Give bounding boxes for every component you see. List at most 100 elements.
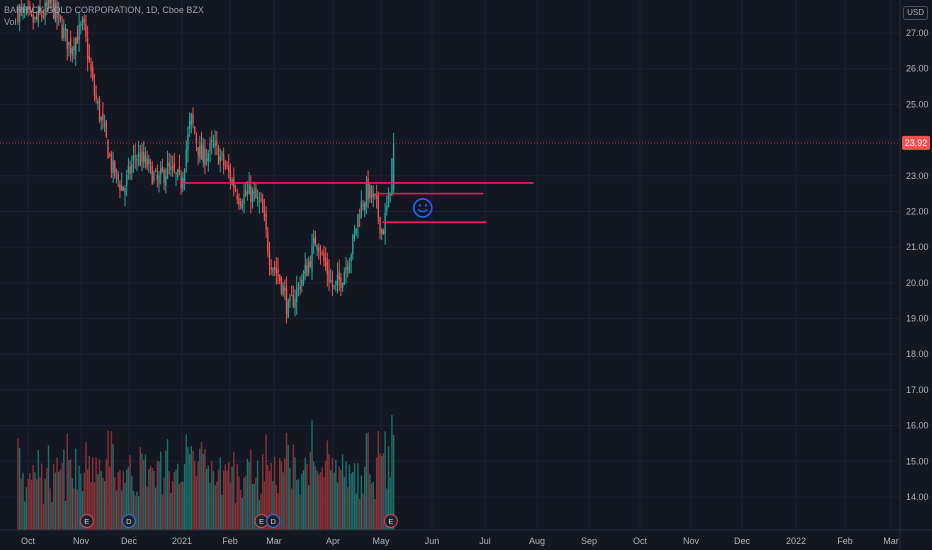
candle-body [76,36,79,44]
volume-bar [66,433,68,530]
volume-bar [56,457,58,530]
candle-body [175,173,177,175]
candle-body [41,15,43,17]
volume-bar [239,489,242,530]
volume-bar [103,480,106,530]
smiley-icon[interactable] [412,198,433,218]
volume-bar [85,442,87,530]
volume-bar [381,455,383,530]
volume-bar [207,465,210,530]
candle-body [134,155,136,157]
volume-bar [119,469,121,530]
candle-body [34,17,36,20]
candle-body [183,169,186,183]
price-axis[interactable]: 14.00 15.00 16.00 17.00 18.00 19.00 20.00 21.00… [899,0,930,550]
candle-body [71,48,74,56]
volume-bar [160,451,162,530]
volume-bar [148,469,150,530]
candle-body [330,279,332,281]
volume-bar [102,477,104,530]
candle-body [32,14,34,23]
time-tick-label: May [372,536,390,546]
last-price-tag[interactable] [902,135,930,150]
drawings[interactable] [0,142,900,223]
candle-body [345,266,347,274]
last-price-label: 23.92 [905,138,928,148]
volume-bar [294,457,296,530]
candle-body [341,283,344,289]
volume-bar [32,464,34,530]
time-axis[interactable]: Oct Nov Dec 2021 Feb Mar Apr May Jun Jul Aug Sep Oct… [0,529,932,546]
volume-bar [183,463,186,530]
volume-bar [326,440,329,530]
volume-bar [229,482,232,530]
volume-bar [146,486,148,530]
candle-body [56,1,58,19]
volume-bar [88,455,91,530]
candle-body [338,271,340,280]
volume-bar [319,471,322,530]
volume-bar [205,468,208,530]
candle-body [126,175,128,186]
legend-interval: 1D [145,5,158,15]
volume-bar [51,502,53,530]
volume-bar [18,447,21,530]
candle-body [316,245,318,250]
candle-body [165,176,167,186]
candle-body [379,216,381,233]
volume-bar [284,458,286,530]
currency-button[interactable]: USD [903,6,928,20]
volume-bar [156,460,159,530]
candle-body [296,287,298,303]
volume-bar [180,481,182,530]
dividend-marker-icon[interactable] [266,513,281,529]
earnings-marker-icon[interactable] [383,513,398,529]
candle-body [197,147,199,155]
volume-bar [370,483,373,530]
candle-body [229,170,232,182]
volume-bar [211,461,213,530]
volume-bar [238,476,240,530]
volume-bar [44,478,46,530]
volume-bar [195,476,198,530]
candle-body [92,67,94,80]
volume-bar [357,463,359,530]
earnings-marker-icon[interactable] [79,513,94,529]
volume-bar [212,471,215,530]
time-tick-label: Oct [633,536,648,546]
volume-bar [314,466,317,530]
candle-body [370,186,373,199]
candle-body [122,186,125,192]
candle-body [114,160,116,176]
volume-bar [114,477,116,530]
candle-body [107,140,109,159]
candle-body [109,154,111,156]
price-tick-label: 23.00 [906,171,929,181]
candle-body [238,198,240,205]
candle-body [39,5,41,14]
candle-body [321,252,323,254]
volume-bar [151,467,153,530]
candle-body [267,232,269,252]
volume-bars [17,415,395,530]
candle-body [100,117,102,121]
volume-bar [209,482,211,530]
time-tick-label: Feb [222,536,238,546]
candle-body [27,6,29,10]
candle-body [158,175,160,184]
dividend-marker-icon[interactable] [121,513,136,529]
candle-body [75,38,77,55]
candle-body [243,193,245,204]
candle-body [248,184,250,195]
candle-body [161,166,164,172]
volume-bar [302,470,305,530]
volume-bar [214,485,216,530]
volume-bar [187,446,189,530]
candle-body [204,148,206,165]
volume-bar [144,454,147,530]
volume-bar [345,461,347,530]
volume-bar [241,497,244,530]
